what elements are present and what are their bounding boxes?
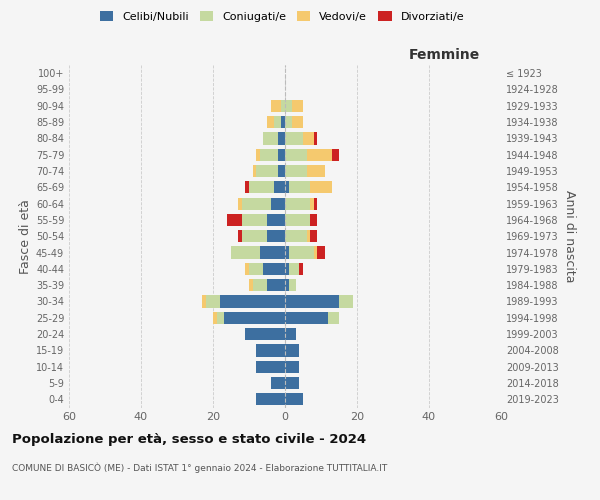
Bar [285,344,299,356]
Bar [285,132,303,144]
Bar [231,246,260,258]
Bar [242,198,271,209]
Bar [220,296,285,308]
Bar [285,393,303,406]
Text: Popolazione per età, sesso e stato civile - 2024: Popolazione per età, sesso e stato civil… [12,432,366,446]
Bar [206,296,220,308]
Bar [314,246,317,258]
Bar [217,312,224,324]
Bar [285,263,289,275]
Bar [328,312,339,324]
Bar [253,279,267,291]
Bar [314,132,317,144]
Bar [292,116,303,128]
Bar [285,214,310,226]
Bar [292,100,303,112]
Bar [285,246,289,258]
Bar [278,132,285,144]
Bar [289,181,310,194]
Bar [267,230,285,242]
Bar [285,230,307,242]
Bar [299,263,303,275]
Bar [307,148,332,161]
Bar [256,165,278,177]
Bar [224,312,285,324]
Bar [285,279,289,291]
Bar [238,230,242,242]
Bar [260,148,278,161]
Bar [310,198,314,209]
Bar [307,165,325,177]
Bar [307,230,310,242]
Bar [285,296,339,308]
Bar [267,116,274,128]
Bar [285,116,292,128]
Bar [285,360,299,373]
Bar [213,312,217,324]
Bar [260,246,285,258]
Bar [285,198,310,209]
Bar [285,148,307,161]
Y-axis label: Fasce di età: Fasce di età [19,199,32,274]
Bar [289,263,299,275]
Bar [256,360,285,373]
Bar [245,181,249,194]
Bar [253,165,256,177]
Y-axis label: Anni di nascita: Anni di nascita [563,190,576,282]
Bar [274,116,281,128]
Bar [271,198,285,209]
Bar [242,214,267,226]
Bar [289,246,314,258]
Bar [271,100,281,112]
Bar [271,377,285,389]
Legend: Celibi/Nubili, Coniugati/e, Vedovi/e, Divorziati/e: Celibi/Nubili, Coniugati/e, Vedovi/e, Di… [97,8,467,25]
Bar [256,148,260,161]
Bar [245,328,285,340]
Bar [256,393,285,406]
Text: COMUNE DI BASICÒ (ME) - Dati ISTAT 1° gennaio 2024 - Elaborazione TUTTITALIA.IT: COMUNE DI BASICÒ (ME) - Dati ISTAT 1° ge… [12,462,387,473]
Bar [263,263,285,275]
Bar [238,198,242,209]
Bar [274,181,285,194]
Bar [267,279,285,291]
Bar [310,181,332,194]
Bar [227,214,242,226]
Bar [281,116,285,128]
Bar [263,132,278,144]
Bar [245,263,249,275]
Bar [317,246,325,258]
Text: Femmine: Femmine [409,48,481,62]
Bar [303,132,314,144]
Bar [314,198,317,209]
Bar [285,328,296,340]
Bar [278,165,285,177]
Bar [310,214,317,226]
Bar [249,279,253,291]
Bar [285,377,299,389]
Bar [278,148,285,161]
Bar [285,181,289,194]
Bar [249,181,274,194]
Bar [281,100,285,112]
Bar [332,148,339,161]
Bar [310,230,317,242]
Bar [249,263,263,275]
Bar [202,296,206,308]
Bar [256,344,285,356]
Bar [285,165,307,177]
Bar [242,230,267,242]
Bar [267,214,285,226]
Bar [289,279,296,291]
Bar [285,312,328,324]
Bar [285,100,292,112]
Bar [339,296,353,308]
